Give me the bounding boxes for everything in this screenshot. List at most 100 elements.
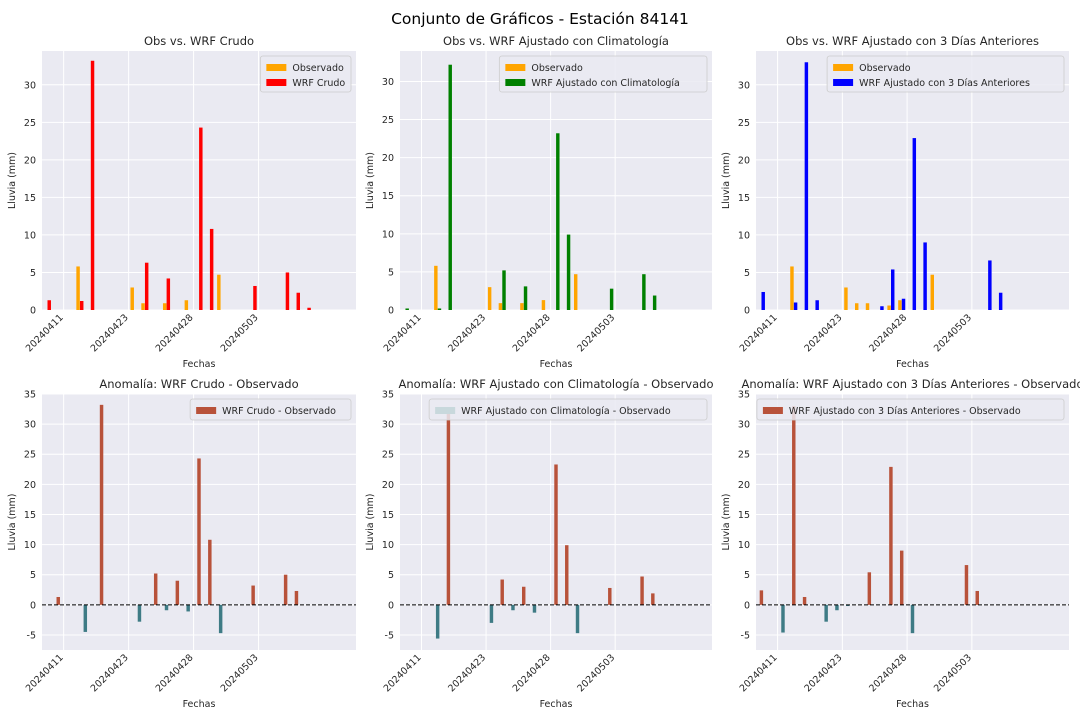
legend: Observado WRF Crudo [259,55,352,93]
bar [184,300,189,310]
legend-label: WRF Ajustado con 3 Días Anteriores - Obs… [789,406,1021,417]
bar [891,269,895,310]
x-tick-label: 20240411 [382,312,424,354]
bar [153,573,158,605]
bar [930,274,934,310]
y-tick-label: 15 [382,191,394,202]
bar [565,545,569,605]
x-tick-label: 20240411 [24,652,66,694]
y-tick-label: 0 [30,306,36,317]
legend: Observado WRF Ajustado con 3 Días Anterio… [826,55,1065,93]
bar [541,300,546,310]
legend-swatch [266,64,287,71]
y-tick-label: 30 [738,80,750,91]
x-tick-label: 20240411 [738,312,780,354]
y-tick-label: -5 [385,630,394,641]
y-tick-label: 15 [24,193,36,204]
y-axis-label: Lluvia (mm) [721,152,732,209]
bar [166,278,171,310]
legend-box [756,398,1065,421]
legend-label: Observado [859,63,911,74]
bar [898,300,902,310]
bar [865,303,870,310]
x-tick-label: 20240428 [867,312,909,354]
legend-swatch [505,79,526,86]
y-tick-label: 20 [738,155,750,166]
legend-swatch [435,407,456,414]
x-tick-label: 20240503 [932,312,974,354]
y-tick-label: 15 [738,510,750,521]
y-tick-label: 5 [388,267,394,278]
x-tick-label: 20240423 [89,652,131,694]
bar [532,604,537,613]
legend-swatch [505,64,526,71]
x-axis-label: Fechas [540,359,573,370]
y-tick-label: 10 [24,540,36,551]
y-tick-label: 35 [738,390,750,401]
x-axis-label: Fechas [183,359,216,370]
legend-box [498,55,708,93]
y-tick-label: 30 [24,420,36,431]
legend-swatch [196,407,217,414]
subplot-title: Obs vs. WRF Ajustado con Climatología [443,34,669,48]
bar [137,604,142,622]
y-tick-label: 15 [738,193,750,204]
x-axis-label: Fechas [896,699,929,710]
y-tick-label: 25 [24,450,36,461]
bar [511,604,515,611]
y-tick-label: 15 [24,510,36,521]
bar [642,274,646,310]
x-axis-label: Fechas [540,699,573,710]
bar [554,464,558,605]
bar [520,303,524,310]
bar [175,580,180,605]
subplot-1: 0 5 10 15 20 25 30 20240411 20240423 20240428 2024… [7,34,356,370]
figure-title: Conjunto de Gráficos - Estación 84141 [391,10,689,28]
legend-swatch [833,79,854,86]
bar [804,62,809,311]
bar [437,308,442,310]
legend-box [189,398,352,421]
legend-box [428,398,708,421]
bar [76,266,80,310]
bar [197,458,201,605]
bar [854,303,859,310]
bar [815,300,819,310]
bar [824,604,828,622]
y-axis-label: Lluvia (mm) [7,494,18,551]
subplot-title: Anomalía: WRF Ajustado con Climatología … [398,377,713,391]
bar [566,234,571,310]
bar [793,302,798,310]
legend-label: WRF Ajustado con 3 Días Anteriores [859,78,1030,89]
legend-label: Observado [531,63,583,74]
bar [802,596,807,605]
bar [575,604,580,634]
bar [79,300,84,310]
legend-box [826,55,1065,93]
subplot-title: Anomalía: WRF Ajustado con 3 Días Anteri… [742,377,1080,391]
bar [99,404,104,605]
y-tick-label: 20 [24,155,36,166]
bar [608,587,612,605]
bar [218,604,223,634]
bar [307,307,311,310]
y-tick-label: 10 [382,540,394,551]
y-tick-label: 15 [382,510,394,521]
bar [910,604,915,634]
legend: WRF Ajustado con Climatología - Observad… [428,398,708,421]
y-tick-label: 30 [382,420,394,431]
bar [296,292,300,310]
y-axis-label: Lluvia (mm) [7,152,18,209]
y-tick-label: 25 [738,450,750,461]
plot-area [42,51,356,310]
y-tick-label: 0 [744,306,750,317]
bar [998,292,1003,310]
bar [889,466,893,605]
y-tick-label: -5 [741,630,750,641]
y-tick-label: 10 [382,229,394,240]
bar [781,604,785,633]
y-tick-label: 0 [388,306,394,317]
legend-swatch [833,64,854,71]
x-tick-label: 20240428 [511,652,553,694]
